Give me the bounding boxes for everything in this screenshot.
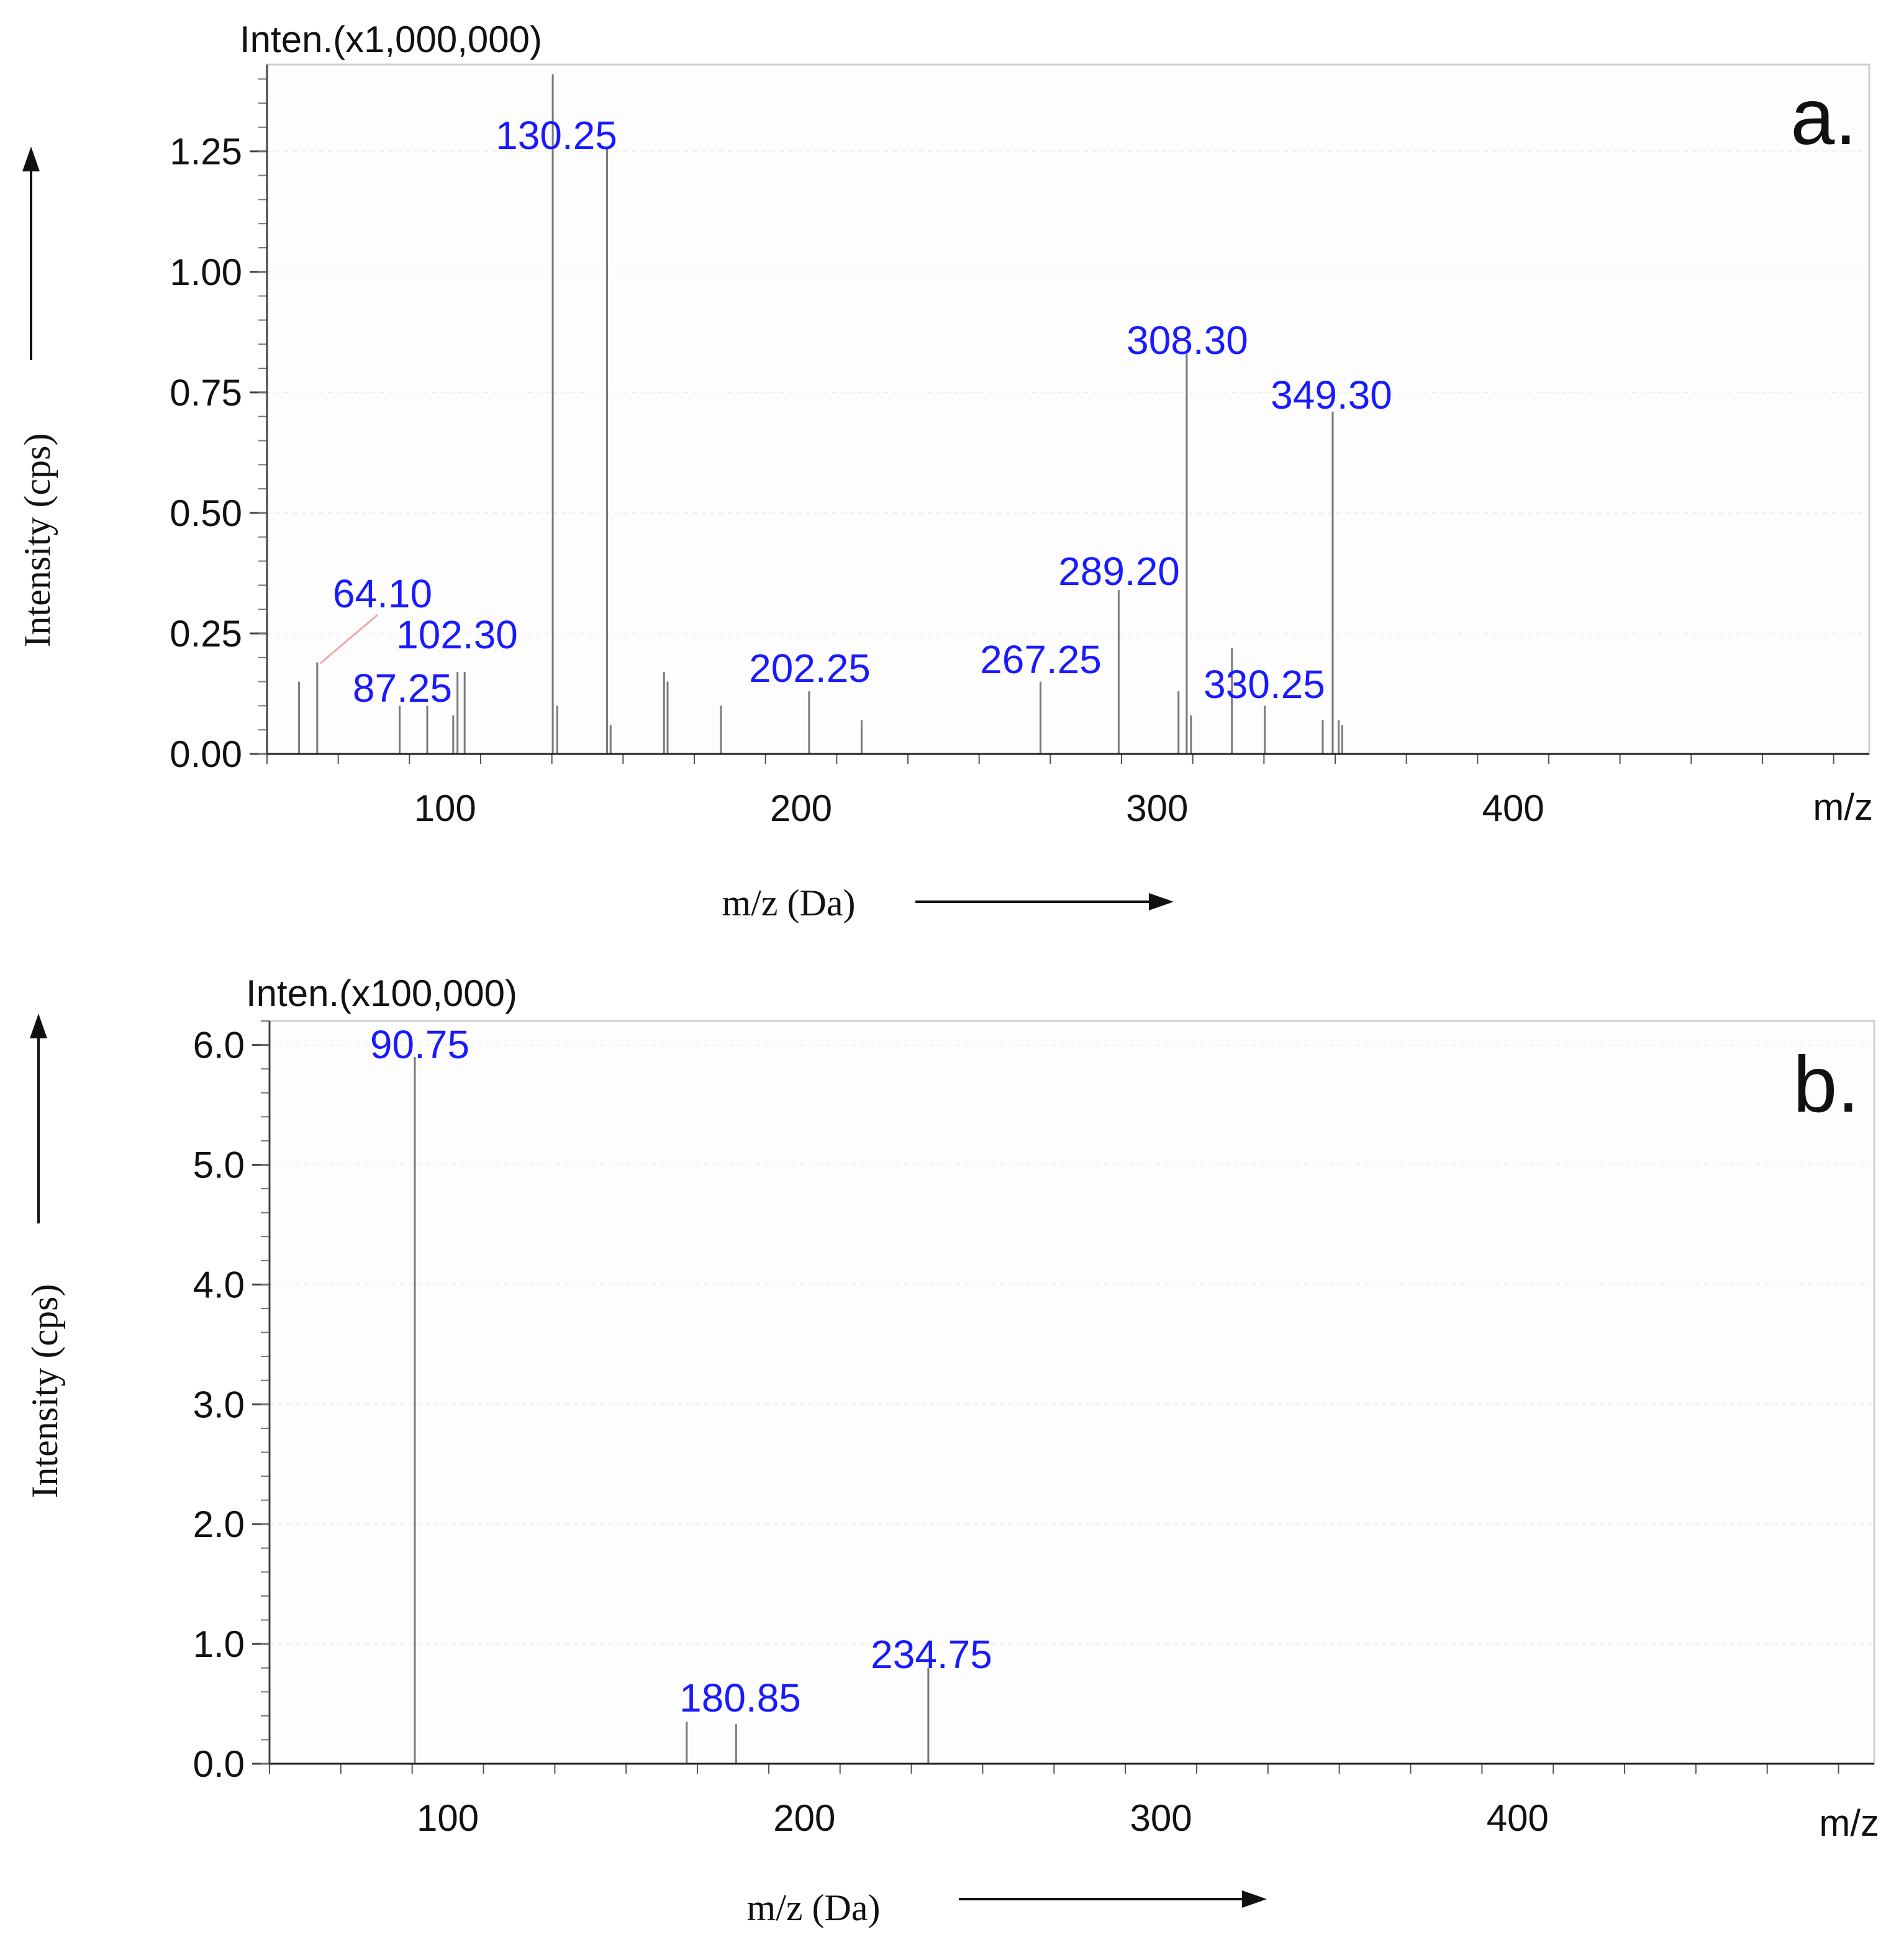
x-tick-label: 200 [773, 1797, 835, 1839]
panel-a-spectrum: Inten.(x1,000,000) a. m/z 0.000.250.500.… [170, 19, 1873, 829]
peak-label: 330.25 [1204, 662, 1325, 707]
x-tick-label: 300 [1126, 787, 1188, 829]
peak-label: 308.30 [1127, 318, 1248, 363]
panel-a-y-axis-title: Intensity (cps) [17, 433, 58, 648]
x-tick-label: 400 [1487, 1797, 1549, 1839]
panel-a-y-arrow-head [22, 147, 40, 171]
peak-label: 234.75 [871, 1632, 992, 1677]
panel-b-y-ticks: 0.0 1.0 2.0 3.0 4.0 5.0 6.0 [193, 1020, 270, 1785]
panel-a-peaks [298, 74, 1343, 754]
panel-a-peak-labels: 64.10 87.25 102.30 130.25 202.25 267.25 289.20… [333, 113, 1392, 710]
panel-a-gridlines [267, 150, 1869, 634]
panel-a-x-ticks: 100 200 300 400 [266, 754, 1834, 829]
y-tick-label: 1.0 [193, 1623, 245, 1665]
peak-label: 64.10 [333, 571, 432, 616]
peak-label: 90.75 [370, 1022, 469, 1067]
y-tick-label: 5.0 [193, 1144, 245, 1186]
panel-b-gridlines [270, 1044, 1874, 1645]
panel-b-x-axis-title-group: m/z (Da) [747, 1887, 1267, 1928]
panel-b-peak-labels: 90.75 180.85 234.75 [370, 1022, 992, 1720]
panel-a-x-axis-title: m/z (Da) [722, 882, 856, 923]
y-tick-label: 4.0 [193, 1264, 245, 1305]
panel-b-y-arrow-head [30, 1014, 47, 1038]
panel-b-y-axis-title-group: Intensity (cps) [24, 1014, 65, 1498]
peak-label: 102.30 [396, 612, 518, 657]
peak-label: 267.25 [980, 637, 1102, 682]
x-tick-label: 400 [1482, 787, 1544, 829]
panel-b-y-axis-title: Intensity (cps) [24, 1284, 65, 1499]
y-tick-label: 0.0 [193, 1743, 245, 1785]
peak-label: 289.20 [1058, 549, 1180, 594]
panel-b-x-ticks: 100 200 300 400 [269, 1764, 1839, 1839]
y-tick-label: 0.75 [170, 372, 242, 414]
peak-label: 180.85 [679, 1676, 801, 1720]
y-tick-label: 6.0 [193, 1025, 245, 1066]
panel-b-intensity-scale-label: Inten.(x100,000) [246, 973, 517, 1014]
y-tick-label: 2.0 [193, 1504, 245, 1545]
panel-a-intensity-scale-label: Inten.(x1,000,000) [240, 19, 542, 60]
panel-a-y-ticks: 0.00 0.25 0.50 0.75 1.00 1.25 [170, 78, 267, 775]
y-tick-label: 1.00 [170, 252, 242, 293]
panel-a-x-arrow-head [1149, 893, 1174, 910]
y-tick-label: 0.50 [170, 492, 242, 534]
panel-b-x-arrow-head [1242, 1890, 1267, 1908]
panel-a-x-axis-title-group: m/z (Da) [722, 882, 1174, 923]
peak-label: 349.30 [1271, 373, 1392, 417]
panel-a-x-corner-label: m/z [1813, 786, 1873, 828]
panel-b-x-axis-title: m/z (Da) [747, 1887, 881, 1928]
panel-a-y-axis-title-group: Intensity (cps) [17, 147, 58, 647]
y-tick-label: 0.25 [170, 613, 242, 655]
panel-a-letter: a. [1790, 73, 1857, 161]
panel-b-x-corner-label: m/z [1819, 1802, 1879, 1844]
panel-b-peaks [414, 1056, 930, 1764]
y-tick-label: 1.25 [170, 131, 242, 173]
x-tick-label: 200 [770, 787, 832, 829]
peak-label: 202.25 [749, 646, 871, 691]
panel-b-letter: b. [1793, 1040, 1859, 1129]
panel-a-label-leader-line [320, 614, 378, 665]
y-tick-label: 3.0 [193, 1384, 245, 1425]
x-tick-label: 100 [414, 787, 476, 829]
x-tick-label: 100 [417, 1797, 479, 1839]
peak-label: 87.25 [353, 666, 452, 710]
peak-label: 130.25 [496, 113, 617, 158]
panel-b-spectrum: Inten.(x100,000) b. m/z 0.0 1.0 2.0 3.0 4.0 5… [193, 973, 1879, 1844]
panel-b-plot-area [268, 1020, 1875, 1765]
panel-a-plot-area [266, 63, 1870, 755]
x-tick-label: 300 [1130, 1797, 1192, 1839]
y-tick-label: 0.00 [170, 733, 242, 775]
